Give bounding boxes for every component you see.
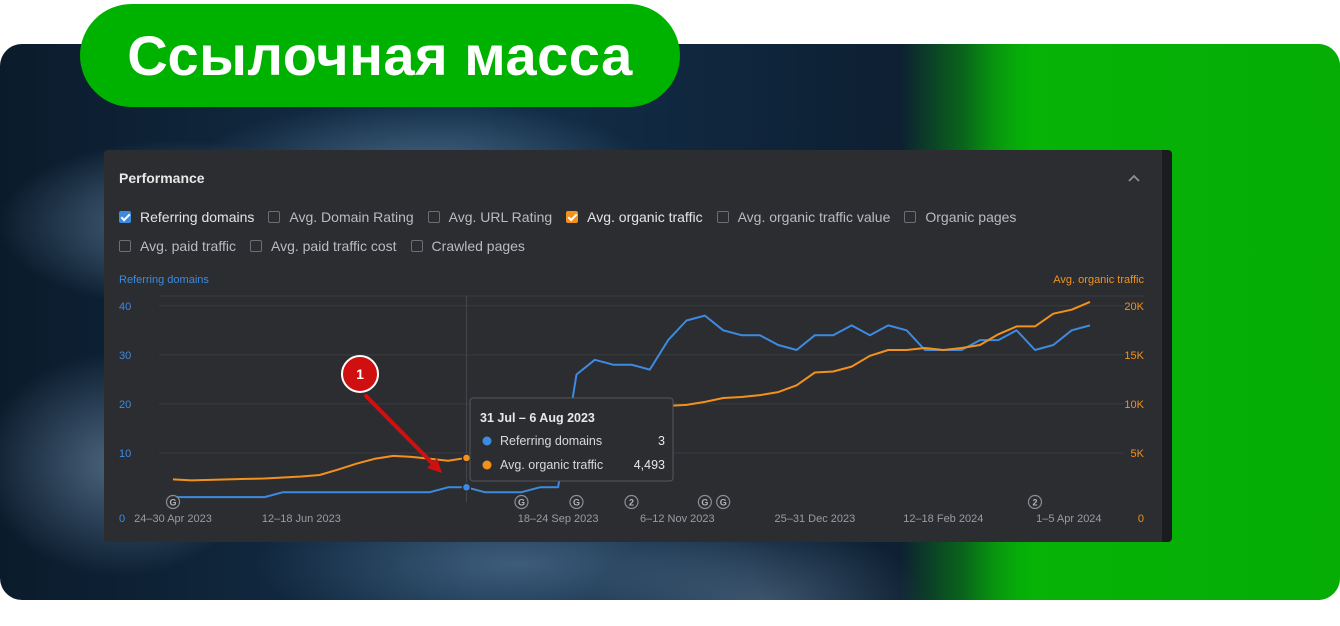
y-tick-label-right: 0: [1138, 513, 1144, 525]
annotation-arrow: 1: [341, 355, 442, 473]
checkbox-unchecked-icon[interactable]: [904, 211, 917, 223]
google-update-marker-circle: [716, 494, 731, 510]
right-axis-title: Avg. organic traffic: [1053, 274, 1144, 286]
y-tick-label-left: 30: [119, 350, 131, 362]
page-title: Ссылочная масса: [127, 24, 633, 87]
annotation-badge-number: 1: [356, 366, 364, 382]
google-update-marker: G: [716, 494, 731, 510]
google-update-marker-circle: [697, 494, 712, 510]
x-tick-label: 24–30 Apr 2023: [134, 513, 212, 525]
checkbox-unchecked-icon[interactable]: [268, 211, 281, 223]
google-update-marker-label: 2: [1032, 498, 1037, 508]
checkbox-checked-icon[interactable]: [119, 211, 131, 223]
metric-checkbox-row-2: Avg. paid traffic Avg. paid traffic cost…: [119, 238, 539, 254]
checkbox-label: Crawled pages: [431, 238, 525, 254]
google-update-marker-circle: [624, 494, 639, 510]
checkbox-organic-pages[interactable]: Organic pages: [904, 209, 1016, 225]
x-tick-label: 25–31 Dec 2023: [775, 513, 856, 525]
y-tick-label-right: 20K: [1124, 301, 1144, 313]
google-update-marker: G: [514, 494, 529, 510]
google-update-marker-circle: [514, 494, 529, 510]
tooltip-legend-dot: [482, 460, 492, 470]
checkbox-crawled-pages[interactable]: Crawled pages: [410, 238, 525, 254]
tooltip-date: 31 Jul – 6 Aug 2023: [480, 411, 595, 425]
y-tick-label-right: 10K: [1124, 399, 1144, 411]
tooltip-series-name: Avg. organic traffic: [500, 458, 603, 472]
performance-chart[interactable]: Referring domains Avg. organic traffic010…: [104, 150, 1162, 542]
checkbox-unchecked-icon[interactable]: [716, 211, 729, 223]
google-update-marker-circle: [569, 494, 584, 510]
x-tick-label: 12–18 Jun 2023: [262, 513, 341, 525]
left-axis-title: Referring domains: [119, 274, 209, 286]
hover-point-referring-domains: [461, 482, 472, 493]
annotation-badge: [341, 355, 379, 393]
x-tick-label: 18–24 Sep 2023: [518, 513, 599, 525]
checkbox-avg-organic-traffic[interactable]: Avg. organic traffic: [566, 209, 703, 225]
tooltip-series-value: 3: [658, 434, 665, 448]
checkbox-unchecked-icon[interactable]: [410, 240, 423, 252]
checkbox-referring-domains[interactable]: Referring domains: [119, 209, 254, 225]
x-tick-label: 6–12 Nov 2023: [640, 513, 715, 525]
y-tick-label-right: 15K: [1124, 350, 1144, 362]
google-update-marker-label: G: [518, 498, 525, 508]
google-update-marker: G: [165, 494, 181, 510]
google-update-marker-circle: [165, 494, 181, 510]
checkbox-avg-paid-traffic[interactable]: Avg. paid traffic: [119, 238, 236, 254]
performance-panel: Performance Referring domains Avg. Domai…: [104, 150, 1172, 542]
checkbox-label: Avg. organic traffic: [587, 209, 703, 225]
checkbox-unchecked-icon[interactable]: [249, 240, 262, 252]
checkbox-avg-url-rating[interactable]: Avg. URL Rating: [427, 209, 553, 225]
google-update-marker: G: [697, 494, 712, 510]
checkbox-avg-paid-traffic-cost[interactable]: Avg. paid traffic cost: [249, 238, 397, 254]
tooltip-legend-dot: [482, 436, 492, 446]
google-update-marker-circle: [1027, 494, 1043, 510]
checkbox-label: Avg. paid traffic: [140, 238, 236, 254]
google-update-marker-label: G: [573, 498, 580, 508]
google-update-marker: G: [569, 494, 584, 510]
tooltip-series-name: Referring domains: [500, 434, 602, 448]
google-update-marker: 2: [1027, 494, 1043, 510]
google-update-marker-label: 2: [629, 498, 634, 508]
annotation-arrow-head: [427, 458, 442, 473]
google-update-marker: 2: [624, 494, 639, 510]
checkbox-unchecked-icon[interactable]: [119, 240, 131, 252]
checkbox-label: Avg. URL Rating: [448, 209, 553, 225]
checkbox-avg-domain-rating[interactable]: Avg. Domain Rating: [268, 209, 414, 225]
metric-checkbox-row-1: Referring domains Avg. Domain Rating Avg…: [119, 209, 1030, 225]
checkbox-unchecked-icon[interactable]: [427, 211, 440, 223]
checkbox-label: Avg. Domain Rating: [289, 209, 414, 225]
google-update-marker-label: G: [701, 498, 708, 508]
tooltip: 31 Jul – 6 Aug 2023 Referring domains 3 Avg…: [469, 397, 674, 482]
y-tick-label-left: 20: [119, 399, 131, 411]
x-tick-label: 12–18 Feb 2024: [903, 513, 983, 525]
google-update-marker-label: G: [169, 498, 176, 508]
checkbox-label: Referring domains: [140, 209, 255, 225]
y-tick-label-left: 0: [119, 513, 125, 525]
checkbox-avg-organic-traffic-value[interactable]: Avg. organic traffic value: [716, 209, 891, 225]
checkbox-label: Organic pages: [925, 209, 1017, 225]
chevron-up-icon[interactable]: [1126, 170, 1142, 186]
tooltip-box: [469, 397, 674, 482]
checkbox-label: Avg. paid traffic cost: [270, 238, 397, 254]
checkbox-label: Avg. organic traffic value: [737, 209, 891, 225]
panel-title: Performance: [119, 170, 205, 186]
checkbox-checked-icon[interactable]: [566, 211, 579, 223]
y-tick-label-left: 40: [119, 301, 131, 313]
page-title-pill: Ссылочная масса: [80, 4, 680, 107]
google-update-marker-label: G: [720, 498, 727, 508]
y-tick-label-right: 5K: [1131, 448, 1145, 460]
tooltip-series-value: 4,493: [634, 458, 665, 472]
hover-point-organic-traffic: [461, 453, 472, 463]
x-tick-label: 1–5 Apr 2024: [1036, 513, 1101, 525]
y-tick-label-left: 10: [119, 448, 131, 460]
annotation-arrow-shaft: [364, 394, 438, 469]
